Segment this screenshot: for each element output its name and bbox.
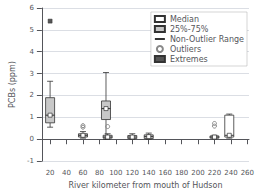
svg-text:100: 100	[109, 169, 122, 177]
svg-text:Extremes: Extremes	[170, 55, 208, 64]
svg-text:220: 220	[208, 169, 221, 177]
svg-text:5: 5	[29, 26, 33, 34]
svg-text:-1: -1	[27, 157, 34, 165]
svg-text:Median: Median	[170, 15, 199, 24]
svg-text:6: 6	[29, 4, 34, 12]
svg-text:PCBs (ppm): PCBs (ppm)	[8, 61, 17, 108]
svg-text:Outliers: Outliers	[170, 45, 201, 54]
svg-text:0: 0	[29, 135, 33, 143]
svg-text:140: 140	[142, 169, 155, 177]
svg-text:80: 80	[95, 169, 104, 177]
svg-text:260: 260	[241, 169, 254, 177]
svg-text:3: 3	[29, 70, 33, 78]
svg-text:40: 40	[62, 169, 71, 177]
svg-text:River kilometer from mouth of: River kilometer from mouth of Hudson	[68, 181, 222, 190]
svg-text:25%-75%: 25%-75%	[170, 25, 209, 34]
svg-text:1: 1	[29, 113, 33, 121]
svg-text:Non-Outlier Range: Non-Outlier Range	[170, 35, 244, 44]
svg-text:60: 60	[79, 169, 88, 177]
svg-text:4: 4	[29, 48, 34, 56]
svg-text:20: 20	[46, 169, 55, 177]
svg-text:180: 180	[175, 169, 188, 177]
svg-text:120: 120	[126, 169, 139, 177]
svg-text:160: 160	[158, 169, 171, 177]
svg-text:2: 2	[29, 91, 33, 99]
svg-text:200: 200	[191, 169, 204, 177]
svg-text:240: 240	[224, 169, 237, 177]
